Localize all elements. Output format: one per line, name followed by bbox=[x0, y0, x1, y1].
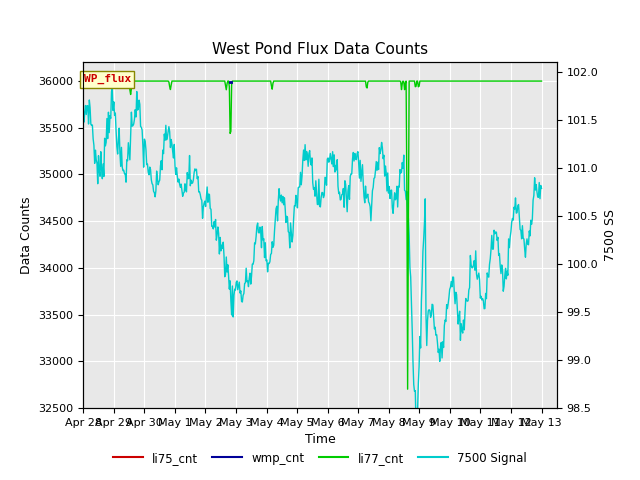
X-axis label: Time: Time bbox=[305, 433, 335, 446]
Legend: li75_cnt, wmp_cnt, li77_cnt, 7500 Signal: li75_cnt, wmp_cnt, li77_cnt, 7500 Signal bbox=[109, 447, 531, 469]
Text: WP_flux: WP_flux bbox=[84, 74, 131, 84]
Y-axis label: 7500 SS: 7500 SS bbox=[604, 209, 617, 261]
Y-axis label: Data Counts: Data Counts bbox=[20, 196, 33, 274]
Title: West Pond Flux Data Counts: West Pond Flux Data Counts bbox=[212, 42, 428, 57]
